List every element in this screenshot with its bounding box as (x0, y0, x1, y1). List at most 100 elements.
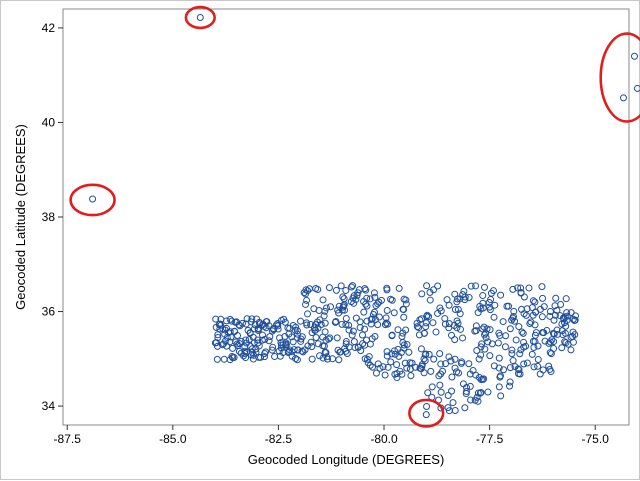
data-point (514, 365, 522, 373)
data-point (541, 337, 549, 345)
data-point (423, 282, 431, 290)
data-point (426, 296, 434, 304)
data-point (369, 310, 377, 318)
data-point (307, 320, 315, 328)
data-point (381, 371, 389, 379)
data-point (241, 350, 249, 358)
data-point (506, 382, 514, 390)
data-point (352, 314, 360, 322)
data-point (517, 346, 525, 354)
data-point (561, 338, 569, 346)
data-point (249, 355, 257, 363)
highlight-ellipse (184, 5, 216, 30)
data-point (457, 325, 465, 333)
data-point (456, 310, 464, 318)
data-point (453, 324, 461, 332)
y-tick-label: 34 (42, 399, 56, 413)
data-point (465, 360, 473, 368)
data-point (490, 313, 498, 321)
data-point (471, 327, 479, 335)
data-point (486, 326, 494, 334)
data-point (469, 367, 477, 375)
data-point (308, 329, 316, 337)
data-point (351, 344, 359, 352)
data-point (300, 289, 308, 297)
data-point (413, 323, 421, 331)
data-point (343, 349, 351, 357)
data-point (548, 336, 556, 344)
data-point (519, 329, 527, 337)
data-point (214, 331, 222, 339)
data-point (297, 335, 305, 343)
data-point (393, 361, 401, 369)
data-point (196, 14, 204, 22)
data-point (558, 327, 566, 335)
data-point (525, 284, 533, 292)
data-point (567, 346, 575, 354)
data-point (482, 334, 490, 342)
data-point (212, 339, 220, 347)
data-point (429, 319, 437, 327)
data-point (89, 195, 97, 203)
data-point (338, 320, 346, 328)
data-point (269, 343, 277, 351)
data-point (348, 331, 356, 339)
data-point (308, 343, 316, 351)
data-point (539, 294, 547, 302)
data-point (413, 319, 421, 327)
data-point (499, 318, 507, 326)
data-point (534, 362, 542, 370)
data-point (220, 355, 228, 363)
data-point (515, 366, 523, 374)
data-point (274, 322, 282, 330)
data-point (620, 94, 628, 102)
highlight-ellipse (69, 183, 116, 217)
data-point (398, 370, 406, 378)
data-point (477, 343, 485, 351)
data-point (532, 308, 540, 316)
data-point (515, 323, 523, 331)
data-point (511, 317, 519, 325)
data-point (477, 389, 485, 397)
data-point (262, 348, 270, 356)
data-point (266, 333, 274, 341)
data-point (551, 302, 559, 310)
data-point (528, 304, 536, 312)
data-point (432, 328, 440, 336)
data-point (374, 321, 382, 329)
data-point (223, 333, 231, 341)
data-point (477, 351, 485, 359)
data-point (422, 411, 430, 419)
data-point (333, 334, 341, 342)
data-point (465, 294, 473, 302)
data-point (447, 357, 455, 365)
data-point (523, 359, 531, 367)
data-point (388, 296, 396, 304)
data-point (362, 286, 370, 294)
data-point (438, 367, 446, 375)
data-point (495, 383, 503, 391)
data-point (371, 333, 379, 341)
data-point (259, 331, 267, 339)
data-point (453, 368, 461, 376)
data-point (488, 340, 496, 348)
data-point (420, 329, 428, 337)
data-point (497, 291, 505, 299)
data-point (483, 325, 491, 333)
data-point (480, 375, 488, 383)
data-point (487, 289, 495, 297)
data-point (484, 338, 492, 346)
data-point (395, 352, 403, 360)
data-point (454, 319, 462, 327)
data-point (506, 378, 514, 386)
data-point (336, 348, 344, 356)
data-point (509, 357, 517, 365)
data-point (216, 320, 224, 328)
data-point (558, 320, 566, 328)
data-point (379, 363, 387, 371)
data-point (382, 314, 390, 322)
data-point (547, 368, 555, 376)
data-point (299, 348, 307, 356)
data-point (495, 329, 503, 337)
